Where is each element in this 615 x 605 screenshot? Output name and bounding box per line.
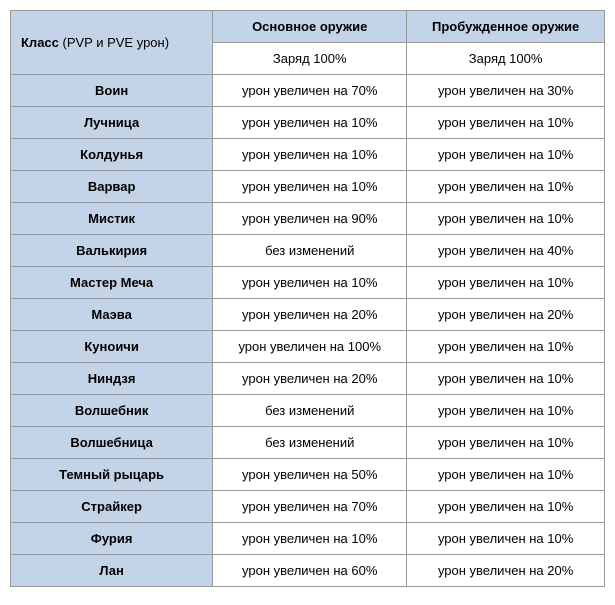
awakened-weapon-cell: урон увеличен на 10% bbox=[407, 491, 605, 523]
main-weapon-cell: без изменений bbox=[213, 427, 407, 459]
class-name-cell: Колдунья bbox=[11, 139, 213, 171]
header-charge-main: Заряд 100% bbox=[213, 43, 407, 75]
awakened-weapon-cell: урон увеличен на 10% bbox=[407, 171, 605, 203]
awakened-weapon-cell: урон увеличен на 10% bbox=[407, 331, 605, 363]
main-weapon-cell: урон увеличен на 10% bbox=[213, 523, 407, 555]
header-class-bold: Класс bbox=[21, 35, 59, 50]
main-weapon-cell: урон увеличен на 20% bbox=[213, 299, 407, 331]
table-row: Воинурон увеличен на 70%урон увеличен на… bbox=[11, 75, 605, 107]
table-row: Колдуньяурон увеличен на 10%урон увеличе… bbox=[11, 139, 605, 171]
damage-table: Класс (PVP и PVE урон) Основное оружие П… bbox=[10, 10, 605, 587]
awakened-weapon-cell: урон увеличен на 10% bbox=[407, 459, 605, 491]
class-name-cell: Варвар bbox=[11, 171, 213, 203]
main-weapon-cell: урон увеличен на 60% bbox=[213, 555, 407, 587]
header-charge-awakened: Заряд 100% bbox=[407, 43, 605, 75]
table-body: Воинурон увеличен на 70%урон увеличен на… bbox=[11, 75, 605, 587]
class-name-cell: Лучница bbox=[11, 107, 213, 139]
class-name-cell: Волшебница bbox=[11, 427, 213, 459]
table-row: Куноичиурон увеличен на 100%урон увеличе… bbox=[11, 331, 605, 363]
main-weapon-cell: урон увеличен на 100% bbox=[213, 331, 407, 363]
awakened-weapon-cell: урон увеличен на 10% bbox=[407, 267, 605, 299]
class-name-cell: Воин bbox=[11, 75, 213, 107]
main-weapon-cell: урон увеличен на 20% bbox=[213, 363, 407, 395]
table-row: Ланурон увеличен на 60%урон увеличен на … bbox=[11, 555, 605, 587]
class-name-cell: Куноичи bbox=[11, 331, 213, 363]
class-name-cell: Мистик bbox=[11, 203, 213, 235]
awakened-weapon-cell: урон увеличен на 40% bbox=[407, 235, 605, 267]
table-row: Волшебницабез измененийурон увеличен на … bbox=[11, 427, 605, 459]
table-row: Страйкерурон увеличен на 70%урон увеличе… bbox=[11, 491, 605, 523]
table-row: Фурияурон увеличен на 10%урон увеличен н… bbox=[11, 523, 605, 555]
table-row: Мистикурон увеличен на 90%урон увеличен … bbox=[11, 203, 605, 235]
awakened-weapon-cell: урон увеличен на 10% bbox=[407, 427, 605, 459]
table-row: Маэваурон увеличен на 20%урон увеличен н… bbox=[11, 299, 605, 331]
main-weapon-cell: урон увеличен на 70% bbox=[213, 75, 407, 107]
header-row-1: Класс (PVP и PVE урон) Основное оружие П… bbox=[11, 11, 605, 43]
class-name-cell: Валькирия bbox=[11, 235, 213, 267]
main-weapon-cell: урон увеличен на 10% bbox=[213, 139, 407, 171]
table-row: Волшебникбез измененийурон увеличен на 1… bbox=[11, 395, 605, 427]
table-row: Ниндзяурон увеличен на 20%урон увеличен … bbox=[11, 363, 605, 395]
header-class-normal: (PVP и PVE урон) bbox=[59, 35, 169, 50]
class-name-cell: Ниндзя bbox=[11, 363, 213, 395]
table-row: Валькириябез измененийурон увеличен на 4… bbox=[11, 235, 605, 267]
main-weapon-cell: без изменений bbox=[213, 235, 407, 267]
class-name-cell: Мастер Меча bbox=[11, 267, 213, 299]
class-name-cell: Страйкер bbox=[11, 491, 213, 523]
table-row: Лучницаурон увеличен на 10%урон увеличен… bbox=[11, 107, 605, 139]
main-weapon-cell: урон увеличен на 90% bbox=[213, 203, 407, 235]
main-weapon-cell: без изменений bbox=[213, 395, 407, 427]
awakened-weapon-cell: урон увеличен на 10% bbox=[407, 139, 605, 171]
awakened-weapon-cell: урон увеличен на 20% bbox=[407, 299, 605, 331]
table-row: Темный рыцарьурон увеличен на 50%урон ув… bbox=[11, 459, 605, 491]
class-name-cell: Волшебник bbox=[11, 395, 213, 427]
class-name-cell: Маэва bbox=[11, 299, 213, 331]
awakened-weapon-cell: урон увеличен на 10% bbox=[407, 523, 605, 555]
main-weapon-cell: урон увеличен на 10% bbox=[213, 107, 407, 139]
main-weapon-cell: урон увеличен на 70% bbox=[213, 491, 407, 523]
main-weapon-cell: урон увеличен на 50% bbox=[213, 459, 407, 491]
class-name-cell: Лан bbox=[11, 555, 213, 587]
main-weapon-cell: урон увеличен на 10% bbox=[213, 171, 407, 203]
class-name-cell: Темный рыцарь bbox=[11, 459, 213, 491]
awakened-weapon-cell: урон увеличен на 10% bbox=[407, 395, 605, 427]
header-main-weapon: Основное оружие bbox=[213, 11, 407, 43]
awakened-weapon-cell: урон увеличен на 10% bbox=[407, 203, 605, 235]
awakened-weapon-cell: урон увеличен на 20% bbox=[407, 555, 605, 587]
main-weapon-cell: урон увеличен на 10% bbox=[213, 267, 407, 299]
table-row: Мастер Мечаурон увеличен на 10%урон увел… bbox=[11, 267, 605, 299]
header-class: Класс (PVP и PVE урон) bbox=[11, 11, 213, 75]
class-name-cell: Фурия bbox=[11, 523, 213, 555]
table-row: Варварурон увеличен на 10%урон увеличен … bbox=[11, 171, 605, 203]
awakened-weapon-cell: урон увеличен на 30% bbox=[407, 75, 605, 107]
header-awakened-weapon: Пробужденное оружие bbox=[407, 11, 605, 43]
awakened-weapon-cell: урон увеличен на 10% bbox=[407, 107, 605, 139]
awakened-weapon-cell: урон увеличен на 10% bbox=[407, 363, 605, 395]
